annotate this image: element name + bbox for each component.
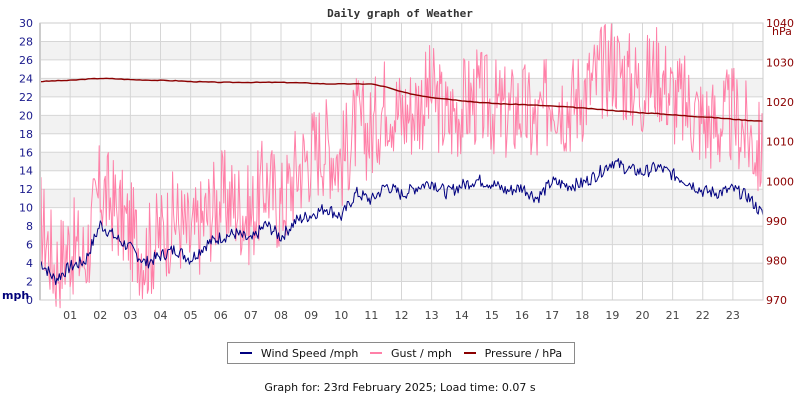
svg-text:07: 07 xyxy=(244,309,258,322)
svg-text:04: 04 xyxy=(154,309,168,322)
svg-text:14: 14 xyxy=(455,309,469,322)
svg-text:20: 20 xyxy=(636,309,650,322)
svg-text:14: 14 xyxy=(19,165,33,178)
y-axis-right-ticks: 970 980 990 1000 1010 1020 1030 1040 xyxy=(766,17,794,307)
legend-label: Gust / mph xyxy=(391,346,452,360)
svg-text:10: 10 xyxy=(334,309,348,322)
svg-text:18: 18 xyxy=(575,309,589,322)
svg-text:1010: 1010 xyxy=(766,136,794,149)
pressure-series xyxy=(39,77,764,122)
y-axis-left-label: mph xyxy=(2,289,29,302)
svg-text:09: 09 xyxy=(304,309,318,322)
svg-text:22: 22 xyxy=(19,91,33,104)
svg-text:0: 0 xyxy=(26,294,33,307)
svg-text:6: 6 xyxy=(26,239,33,252)
svg-text:18: 18 xyxy=(19,128,33,141)
legend-label: Wind Speed /mph xyxy=(260,346,359,360)
gust-swatch-icon xyxy=(370,352,382,354)
legend-item-pressure: Pressure / hPa xyxy=(463,346,563,360)
svg-text:970: 970 xyxy=(766,294,787,307)
footer-status: Graph for: 23rd February 2025; Load time… xyxy=(264,381,536,394)
svg-text:30: 30 xyxy=(19,17,33,30)
svg-text:06: 06 xyxy=(214,309,228,322)
y-axis-right-label: hPa xyxy=(772,25,792,38)
chart-title: Daily graph of Weather xyxy=(327,7,473,20)
svg-text:28: 28 xyxy=(19,35,33,48)
svg-text:13: 13 xyxy=(425,309,439,322)
svg-text:1000: 1000 xyxy=(766,175,794,188)
svg-text:16: 16 xyxy=(515,309,529,322)
svg-text:15: 15 xyxy=(485,309,499,322)
svg-text:12: 12 xyxy=(395,309,409,322)
legend-item-wind-speed: Wind Speed /mph xyxy=(239,346,359,360)
svg-text:1020: 1020 xyxy=(766,96,794,109)
svg-text:08: 08 xyxy=(274,309,288,322)
svg-text:24: 24 xyxy=(19,72,33,85)
svg-text:01: 01 xyxy=(63,309,77,322)
svg-text:20: 20 xyxy=(19,109,33,122)
svg-text:8: 8 xyxy=(26,220,33,233)
svg-text:11: 11 xyxy=(364,309,378,322)
svg-text:02: 02 xyxy=(93,309,107,322)
x-axis-ticks: 01 02 03 04 05 06 07 08 09 10 11 12 13 14 15 16 17 18 19 20… xyxy=(63,309,740,322)
svg-text:05: 05 xyxy=(184,309,198,322)
svg-text:990: 990 xyxy=(766,215,787,228)
svg-text:12: 12 xyxy=(19,183,33,196)
wind-speed-swatch-icon xyxy=(239,352,252,354)
svg-text:980: 980 xyxy=(766,254,787,267)
wind-speed-series xyxy=(39,158,764,286)
pressure-swatch-icon xyxy=(463,352,476,354)
svg-text:23: 23 xyxy=(726,309,740,322)
svg-text:10: 10 xyxy=(19,202,33,215)
svg-text:1030: 1030 xyxy=(766,57,794,70)
svg-text:1040: 1040 xyxy=(766,17,794,30)
svg-text:21: 21 xyxy=(666,309,680,322)
svg-text:17: 17 xyxy=(545,309,559,322)
legend: Wind Speed /mph Gust / mph Pressure / hP… xyxy=(227,342,575,364)
svg-text:16: 16 xyxy=(19,146,33,159)
legend-label: Pressure / hPa xyxy=(484,346,563,360)
svg-text:2: 2 xyxy=(26,276,33,289)
svg-text:26: 26 xyxy=(19,54,33,67)
legend-item-gust: Gust / mph xyxy=(370,347,452,360)
svg-text:22: 22 xyxy=(696,309,710,322)
plot-frame xyxy=(39,22,764,301)
svg-text:03: 03 xyxy=(123,309,137,322)
svg-text:19: 19 xyxy=(605,309,619,322)
svg-text:4: 4 xyxy=(26,257,33,270)
